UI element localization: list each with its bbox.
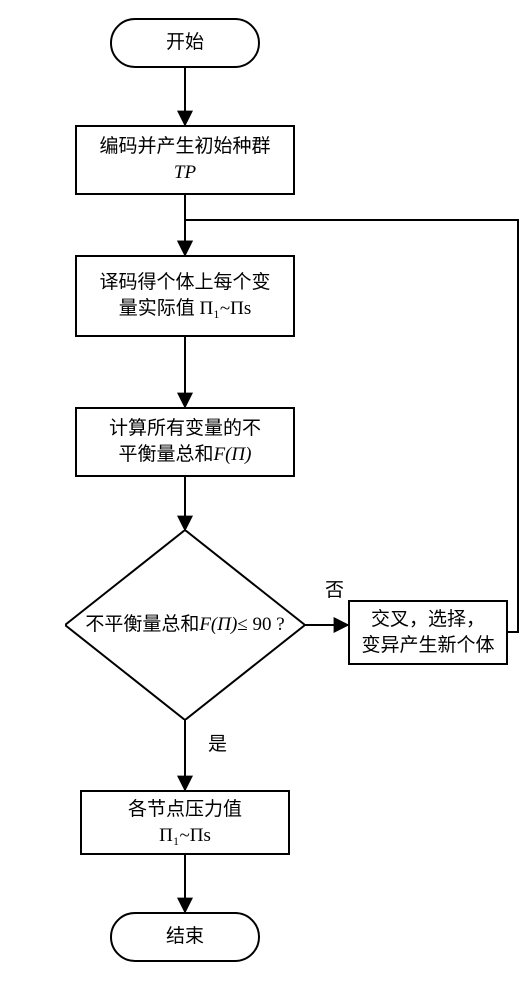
crossover-label: 交叉，选择，变异产生新个体 — [355, 607, 500, 658]
result-label: 各节点压力值Π₁~Πs — [122, 797, 248, 848]
encode-process: 编码并产生初始种群TP — [75, 125, 295, 195]
yes-annotation: 是 — [208, 729, 227, 756]
end-terminal: 结束 — [110, 912, 260, 962]
encode-label: 编码并产生初始种群TP — [93, 134, 276, 185]
compute-process: 计算所有变量的不平衡量总和F(Π) — [75, 407, 295, 477]
end-label: 结束 — [160, 924, 210, 950]
no-annotation: 否 — [325, 575, 344, 602]
start-label: 开始 — [160, 30, 210, 56]
decision-label: 不平衡量总和F(Π) ≤ 90 ? — [65, 530, 305, 720]
start-terminal: 开始 — [110, 18, 260, 68]
decode-label: 译码得个体上每个变量实际值 Π₁~Πs — [93, 270, 276, 321]
compute-label: 计算所有变量的不平衡量总和F(Π) — [103, 416, 267, 467]
decode-process: 译码得个体上每个变量实际值 Π₁~Πs — [75, 255, 295, 337]
crossover-process: 交叉，选择，变异产生新个体 — [348, 600, 508, 665]
decision-node: 不平衡量总和F(Π) ≤ 90 ? — [65, 530, 305, 720]
result-process: 各节点压力值Π₁~Πs — [80, 790, 290, 855]
